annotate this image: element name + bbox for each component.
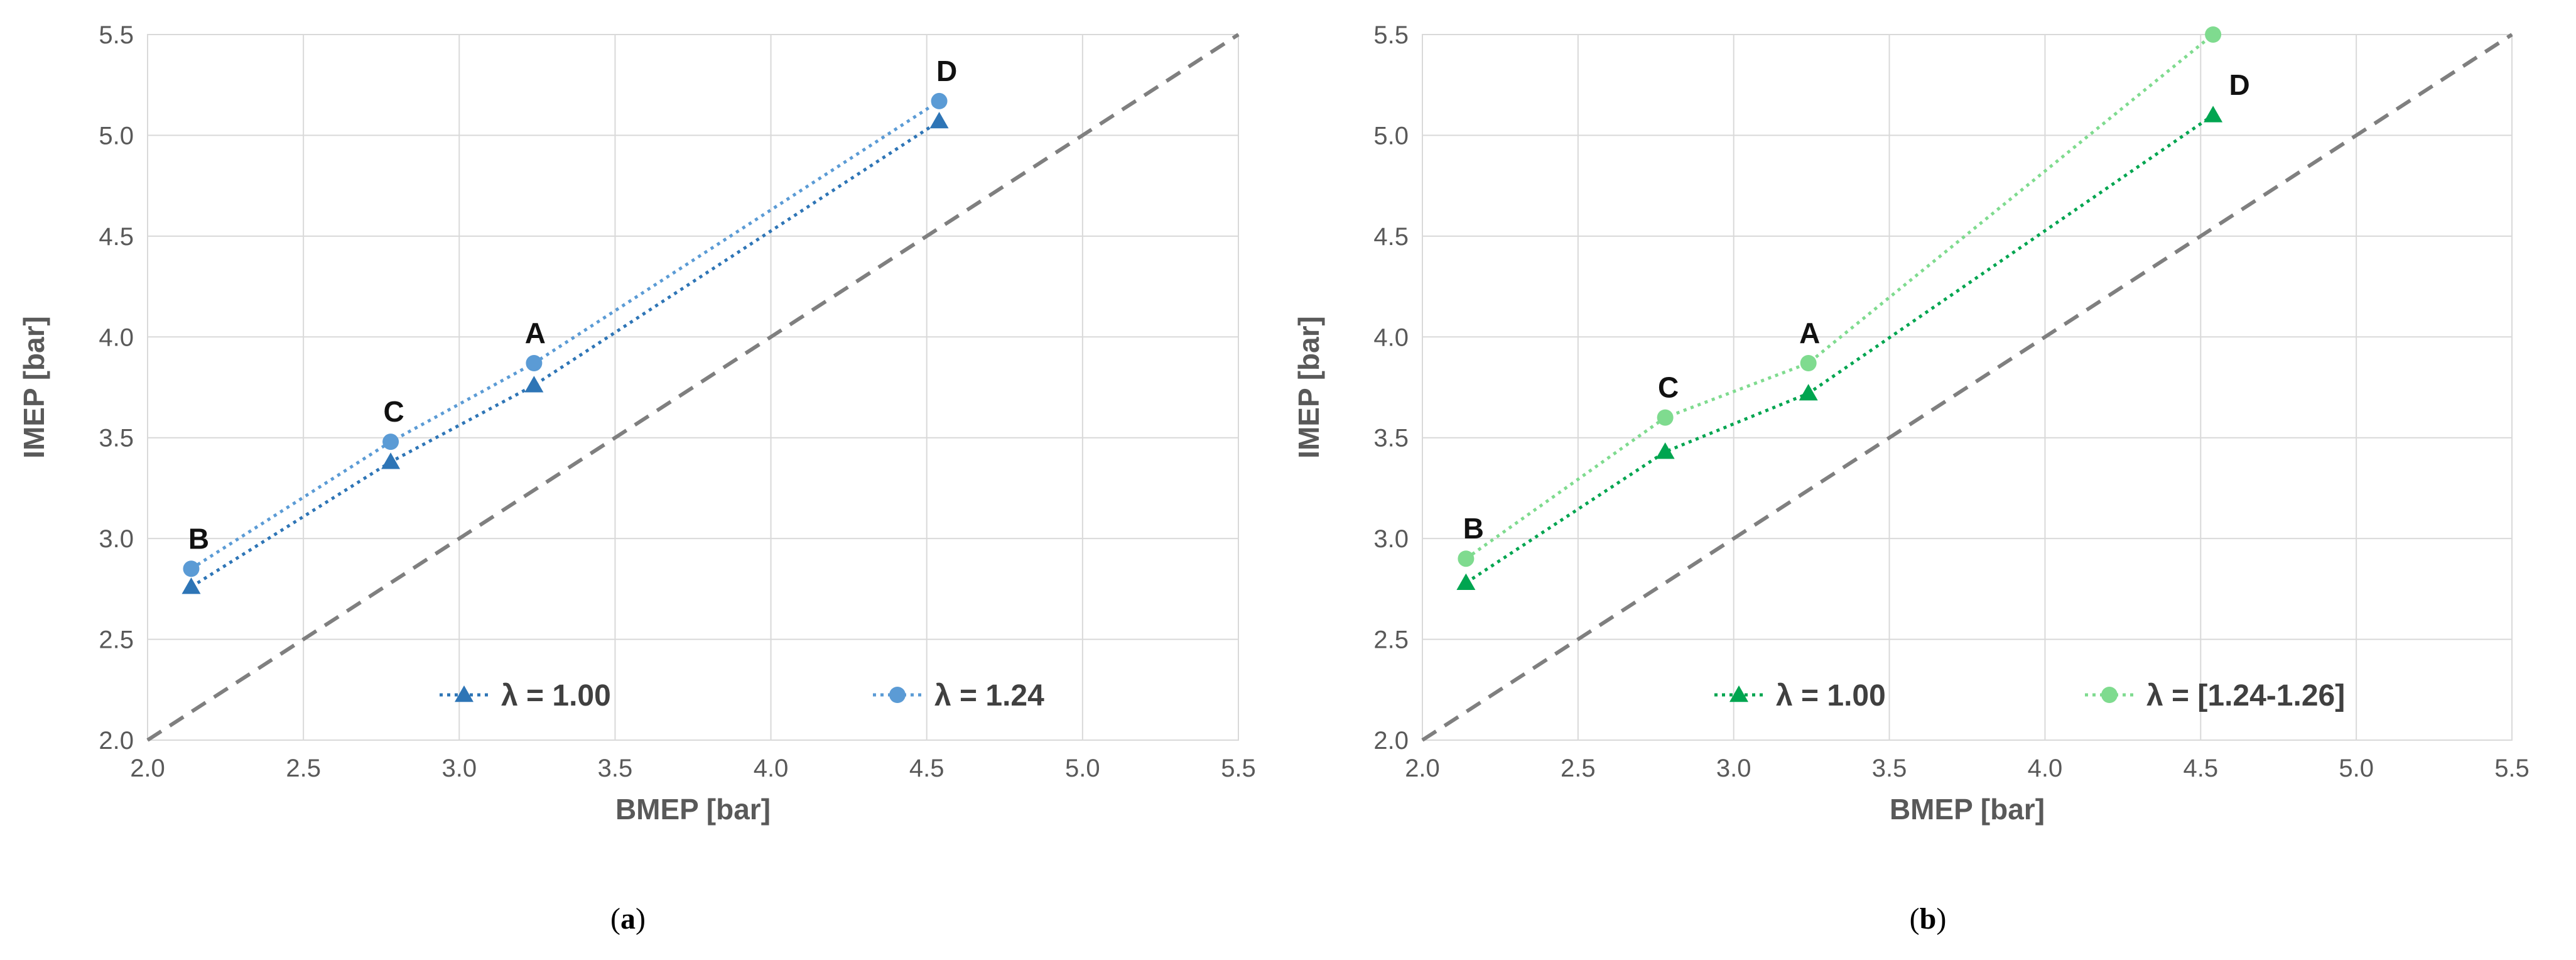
x-axis-title: BMEP [bar] <box>615 793 771 826</box>
data-point-circle <box>526 354 543 371</box>
data-point-triangle <box>1456 573 1476 590</box>
legend-marker-circle <box>889 687 906 703</box>
x-tick-label: 3.5 <box>1872 755 1907 782</box>
x-tick-label: 5.5 <box>2494 755 2530 782</box>
legend-marker-triangle <box>1729 685 1748 702</box>
legend-marker-circle <box>2101 687 2118 703</box>
y-tick-label: 4.5 <box>1373 223 1409 251</box>
y-tick-label: 3.0 <box>1373 525 1409 553</box>
legend-entry-1: λ = 1.00 <box>1776 679 1886 712</box>
x-tick-label: 5.5 <box>1221 755 1256 782</box>
data-point-circle <box>1458 550 1475 567</box>
panel-caption: (a) <box>610 902 646 935</box>
point-label-A: A <box>525 317 546 349</box>
point-label-D: D <box>2229 68 2249 101</box>
data-point-circle <box>1657 409 1674 426</box>
y-tick-label: 5.5 <box>99 21 134 49</box>
chart-panel-a: 2.0 2.5 3.0 3.5 4.0 4.5 5.0 5.5 2.0 2.5 3.0 3.5 4.0 4… <box>18 21 1256 935</box>
y-tick-label: 2.0 <box>99 727 134 755</box>
y-tick-label: 2.5 <box>1373 626 1409 654</box>
series-line-1 <box>190 119 940 589</box>
y-tick-label: 2.5 <box>99 626 134 654</box>
x-tick-label: 5.0 <box>1065 755 1100 782</box>
x-tick-label: 4.0 <box>2028 755 2063 782</box>
data-point-triangle <box>181 577 201 594</box>
plot-area <box>147 34 1239 741</box>
data-point-circle <box>183 560 200 577</box>
x-tick-label: 3.0 <box>1716 755 1751 782</box>
plot-area <box>1422 34 2513 741</box>
panel-caption: (b) <box>1910 902 1947 935</box>
reference-line <box>1421 33 2513 742</box>
y-axis-title: IMEP [bar] <box>18 316 50 459</box>
y-tick-label: 4.5 <box>99 223 134 251</box>
data-point-circle <box>2205 26 2222 43</box>
legend-entry-2: λ = 1.24 <box>934 679 1044 712</box>
x-tick-label: 2.5 <box>1561 755 1596 782</box>
data-point-triangle <box>1799 384 1818 401</box>
data-point-triangle <box>1655 442 1675 459</box>
y-tick-label: 5.0 <box>1373 122 1409 150</box>
y-tick-label: 3.0 <box>99 525 134 553</box>
x-tick-label: 3.5 <box>598 755 633 782</box>
series-line-2 <box>190 99 940 570</box>
y-tick-label: 4.0 <box>99 324 134 351</box>
y-axis-title: IMEP [bar] <box>1292 316 1325 459</box>
y-tick-label: 2.0 <box>1373 727 1409 755</box>
point-label-B: B <box>1463 512 1484 545</box>
chart-panel-b: 2.0 2.5 3.0 3.5 4.0 4.5 5.0 5.5 2.0 2.5 3.0 3.5 4.0 4… <box>1292 21 2530 935</box>
data-point-triangle <box>2204 106 2223 123</box>
y-tick-label: 3.5 <box>99 425 134 452</box>
x-tick-label: 2.5 <box>286 755 321 782</box>
data-point-triangle <box>929 111 949 129</box>
series-line-2 <box>1464 33 2214 560</box>
x-tick-label: 4.5 <box>909 755 944 782</box>
x-tick-label: 2.0 <box>130 755 165 782</box>
point-label-A: A <box>1799 317 1820 349</box>
point-label-C: C <box>1658 371 1679 404</box>
y-tick-label: 5.0 <box>99 122 134 150</box>
data-point-triangle <box>381 452 401 469</box>
x-tick-label: 4.0 <box>754 755 789 782</box>
data-point-triangle <box>524 376 544 393</box>
reference-line <box>146 33 1240 742</box>
legend-entry-1: λ = 1.00 <box>501 679 611 712</box>
y-tick-label: 4.0 <box>1373 324 1409 351</box>
y-tick-label: 3.5 <box>1373 425 1409 452</box>
data-point-circle <box>382 434 399 450</box>
point-label-C: C <box>383 395 404 428</box>
data-point-circle <box>931 92 948 109</box>
data-point-circle <box>1800 354 1817 371</box>
x-tick-label: 5.0 <box>2339 755 2374 782</box>
y-tick-label: 5.5 <box>1373 21 1409 49</box>
x-axis-title: BMEP [bar] <box>1890 793 2045 826</box>
legend-marker-triangle <box>455 685 474 702</box>
x-tick-label: 3.0 <box>441 755 477 782</box>
x-tick-label: 2.0 <box>1405 755 1440 782</box>
legend-entry-2: λ = [1.24-1.26] <box>2146 679 2345 712</box>
point-label-D: D <box>936 55 957 87</box>
point-label-B: B <box>188 522 209 555</box>
x-tick-label: 4.5 <box>2183 755 2218 782</box>
